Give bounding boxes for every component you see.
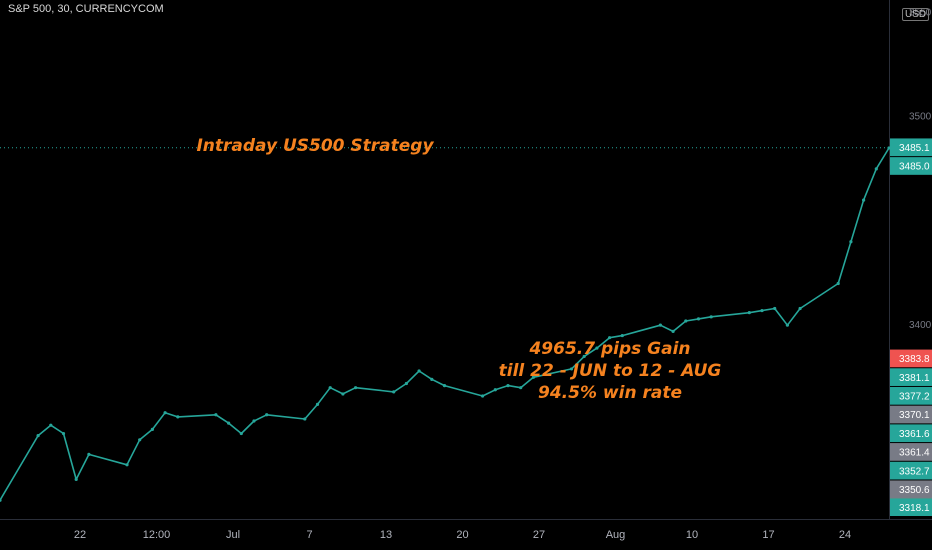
- price-point: [138, 438, 142, 442]
- price-point: [531, 375, 536, 379]
- price-label: 3370.1: [899, 410, 930, 421]
- price-label-bg: [890, 480, 932, 499]
- price-point: [836, 281, 840, 286]
- price-point: [0, 498, 2, 502]
- price-point: [87, 452, 91, 456]
- price-label: 3361.6: [899, 429, 930, 440]
- price-point: [442, 384, 447, 388]
- price-point: [684, 319, 688, 323]
- x-tick-label: 10: [686, 529, 698, 541]
- price-label: 3381.1: [899, 373, 930, 384]
- x-tick-label: 17: [762, 529, 774, 541]
- price-point: [658, 323, 663, 327]
- price-point: [303, 417, 307, 421]
- price-point: [430, 377, 434, 381]
- price-point: [874, 167, 878, 171]
- y-tick-label: 3550.0: [909, 8, 932, 19]
- price-point: [760, 308, 764, 313]
- price-label-bg: [890, 443, 932, 461]
- price-point: [582, 354, 586, 359]
- price-point: [315, 402, 320, 406]
- price-point: [265, 413, 269, 417]
- price-point: [341, 392, 345, 396]
- price-label-bg: [890, 461, 932, 480]
- price-point: [214, 413, 218, 417]
- win-rate-text: 94.5% win rate: [538, 383, 682, 403]
- x-tick-label: 7: [306, 529, 312, 541]
- price-label: 3350.6: [899, 485, 930, 496]
- price-label-bg: [890, 386, 932, 405]
- price-point: [417, 369, 421, 373]
- price-point: [849, 240, 853, 244]
- price-label: 3377.2: [899, 391, 930, 402]
- price-point: [862, 198, 866, 202]
- price-point: [163, 411, 167, 415]
- price-point: [798, 306, 802, 311]
- x-tick-label: Jul: [226, 529, 240, 541]
- price-point: [74, 477, 78, 481]
- price-point: [519, 386, 523, 390]
- price-label-bg: [890, 405, 932, 424]
- price-point: [49, 423, 53, 427]
- y-tick-label: 3500.0: [909, 112, 932, 123]
- price-label-bg: [890, 349, 932, 368]
- price-point: [506, 384, 510, 388]
- price-line: [0, 147, 890, 501]
- price-point: [773, 306, 777, 311]
- x-tick-label: 24: [839, 529, 851, 541]
- x-tick-label: 20: [456, 529, 468, 541]
- price-point: [608, 336, 612, 340]
- price-point: [747, 311, 751, 315]
- currency-badge[interactable]: USD: [902, 8, 930, 21]
- x-tick-label: 12:00: [143, 529, 171, 541]
- price-label: 3361.4: [899, 448, 930, 459]
- price-label: 3352.7: [899, 466, 930, 477]
- price-point: [481, 394, 485, 398]
- price-label: 3485.0: [899, 162, 930, 173]
- strategy-title: Intraday US500 Strategy: [196, 136, 434, 156]
- price-point: [595, 346, 599, 350]
- x-tick-label: 22: [74, 529, 86, 541]
- x-tick-label: 27: [533, 529, 545, 541]
- price-point: [252, 419, 256, 423]
- price-point: [404, 381, 408, 386]
- symbol-title[interactable]: S&P 500, 30, CURRENCYCOM: [8, 3, 164, 15]
- price-point: [354, 386, 358, 390]
- price-point: [887, 146, 891, 150]
- x-tick-label: Aug: [606, 529, 626, 541]
- price-point: [328, 386, 332, 390]
- price-label: 3318.1: [899, 503, 930, 514]
- price-point: [392, 390, 396, 394]
- price-point: [150, 427, 154, 431]
- date-range-text: till 22 - JUN to 12 - AUG: [498, 361, 722, 381]
- price-label: 3383.8: [899, 354, 930, 365]
- price-point: [696, 317, 701, 321]
- price-point: [61, 431, 66, 436]
- price-point: [227, 421, 231, 425]
- price-point: [239, 431, 243, 436]
- pips-gain-text: 4965.7 pips Gain: [529, 339, 691, 359]
- price-label-bg: [890, 157, 932, 175]
- price-label-bg: [890, 368, 932, 386]
- price-point: [671, 329, 675, 334]
- price-label: 3485.1: [899, 143, 930, 154]
- price-point: [176, 415, 180, 419]
- x-tick-label: 13: [380, 529, 392, 541]
- price-point: [709, 315, 713, 319]
- price-point: [569, 367, 574, 371]
- price-point: [36, 434, 40, 438]
- price-label-bg: [890, 138, 932, 157]
- performance-note: 4965.7 pips Gain till 22 - JUN to 12 - A…: [470, 338, 750, 404]
- price-point: [493, 388, 497, 392]
- price-point: [620, 333, 624, 338]
- price-label-bg: [890, 424, 932, 443]
- y-tick-label: 3400.0: [909, 320, 932, 331]
- price-point: [125, 463, 129, 467]
- price-point: [785, 323, 790, 327]
- price-label-bg: [890, 498, 932, 516]
